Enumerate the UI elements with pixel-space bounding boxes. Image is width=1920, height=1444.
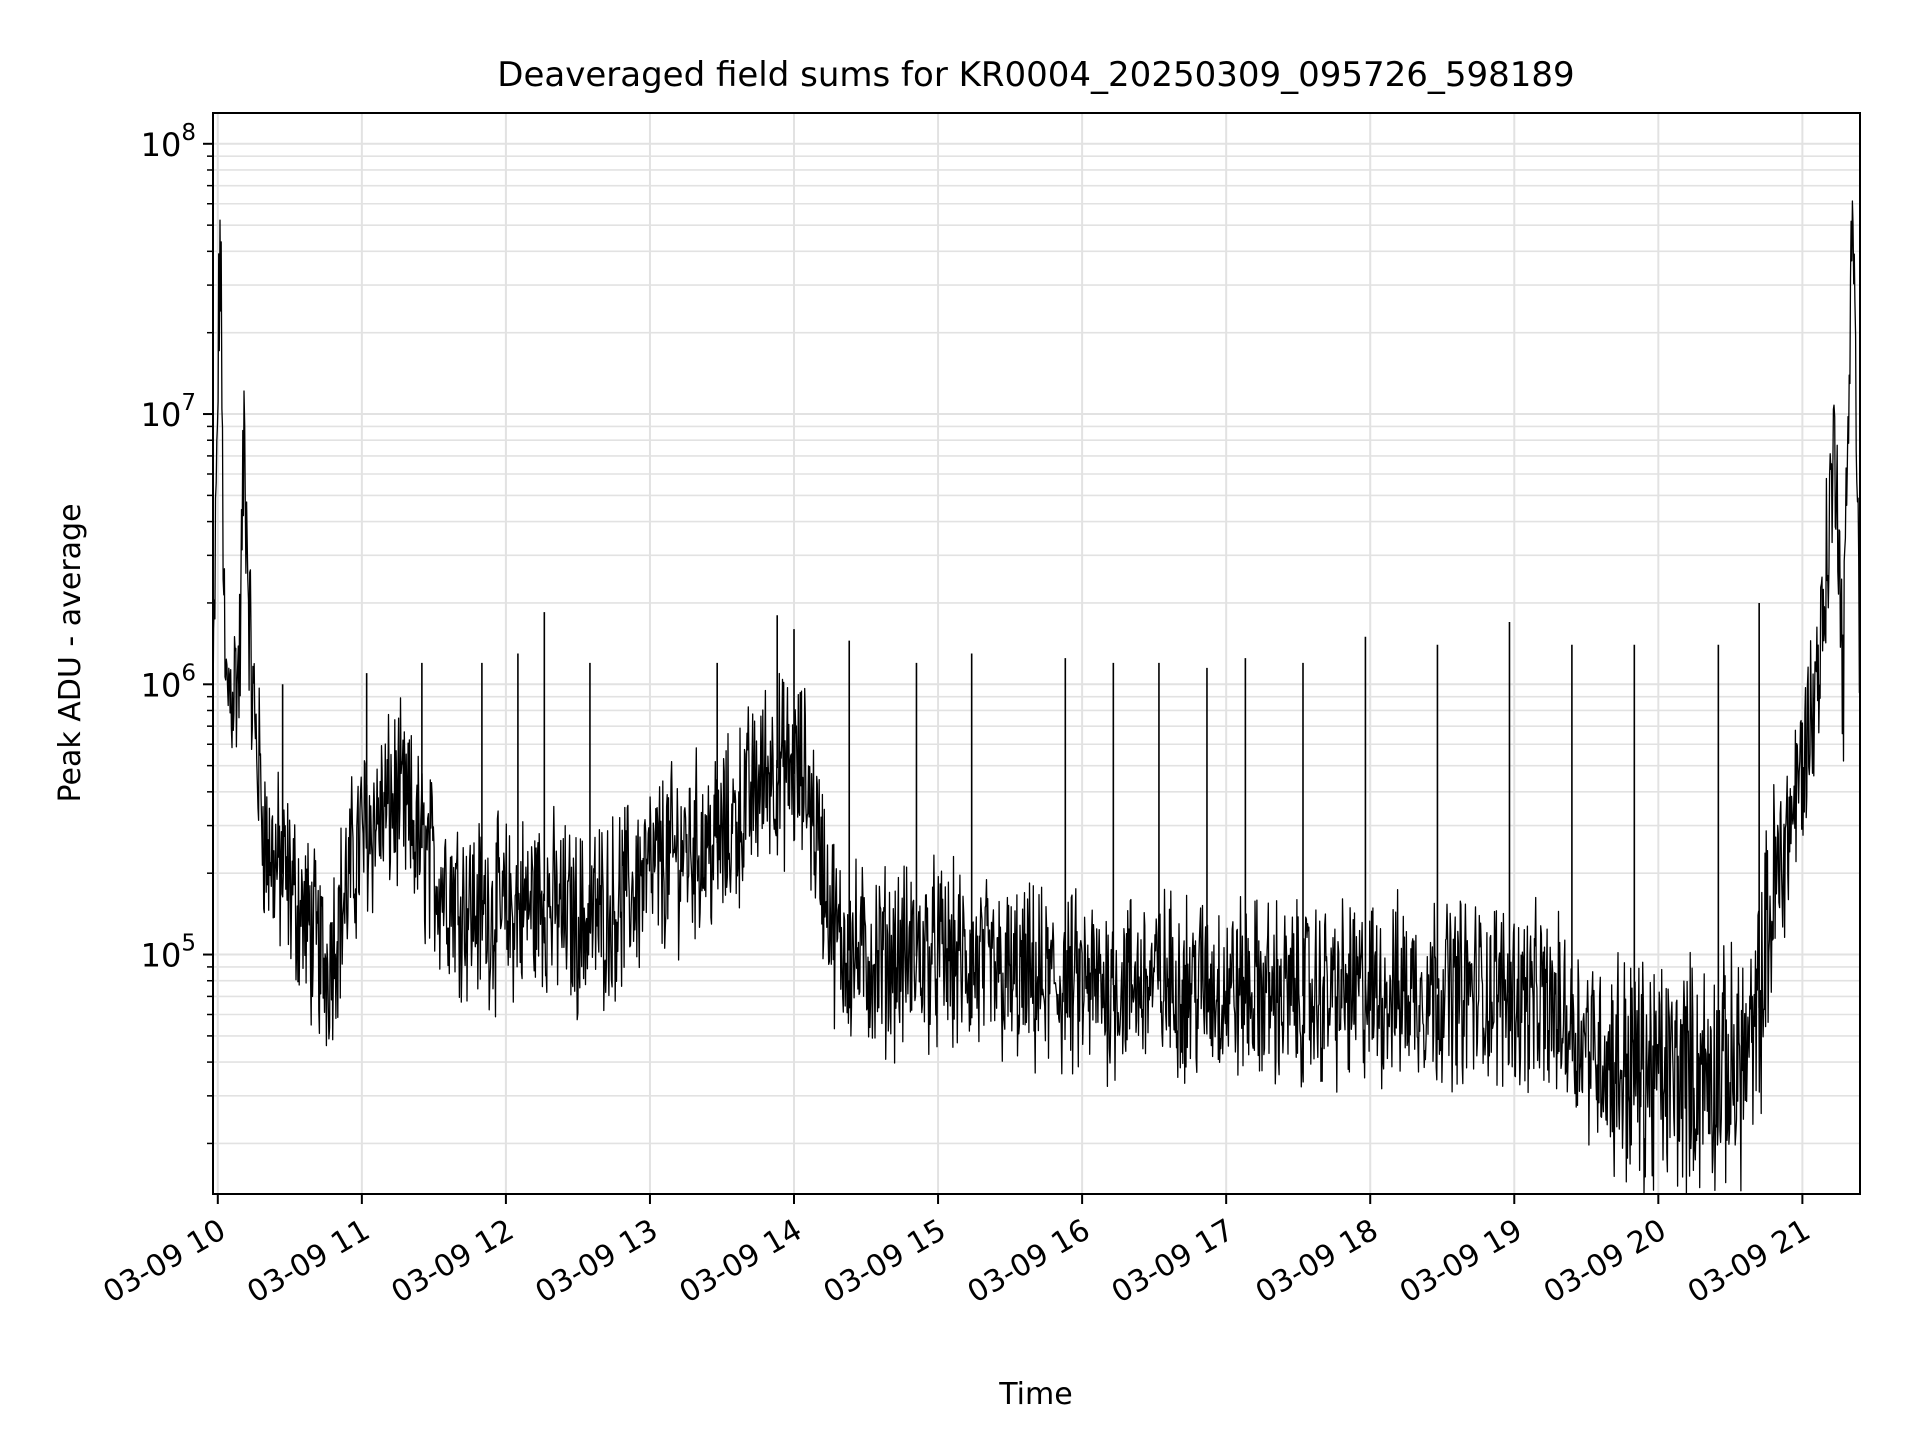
y-tick-label: 108: [141, 120, 196, 164]
x-tick-label: 03-09 20: [1538, 1213, 1672, 1311]
y-tick-base: 10: [141, 937, 182, 975]
x-tick-label: 03-09 11: [242, 1213, 376, 1311]
x-tick-label: 03-09 16: [962, 1213, 1096, 1311]
y-tick-exponent: 7: [181, 390, 196, 416]
x-tick-label: 03-09 12: [386, 1213, 520, 1311]
y-tick-exponent: 8: [181, 120, 196, 146]
y-tick-label: 106: [141, 660, 196, 704]
x-tick-label: 03-09 21: [1682, 1213, 1816, 1311]
x-tick-label: 03-09 14: [674, 1213, 808, 1311]
y-tick-exponent: 6: [181, 660, 196, 686]
y-tick-base: 10: [141, 126, 182, 164]
y-tick-label: 105: [141, 931, 196, 975]
grid: [213, 113, 1860, 1194]
x-tick-label: 03-09 17: [1106, 1213, 1240, 1311]
x-axis-label: Time: [998, 1377, 1072, 1412]
x-tick-label: 03-09 19: [1394, 1213, 1528, 1311]
y-tick-base: 10: [141, 666, 182, 704]
plot-frame: [212, 112, 1861, 1195]
x-tick-label: 03-09 10: [97, 1213, 231, 1311]
data-area: [212, 200, 1861, 1195]
series-line: [212, 200, 1861, 1195]
x-tick-label: 03-09 15: [818, 1213, 952, 1311]
y-tick-exponent: 5: [181, 931, 196, 957]
x-tick-label: 03-09 13: [530, 1213, 664, 1311]
y-axis-label: Peak ADU - average: [53, 503, 88, 802]
chart-title: Deaveraged field sums for KR0004_2025030…: [497, 55, 1574, 95]
axes-ticks: 03-09 10 03-09 11 03-09 12 03-09 13 03-09 14…: [97, 120, 1816, 1311]
y-tick-base: 10: [141, 396, 182, 434]
y-tick-label: 107: [141, 390, 196, 434]
x-tick-label: 03-09 18: [1250, 1213, 1384, 1311]
